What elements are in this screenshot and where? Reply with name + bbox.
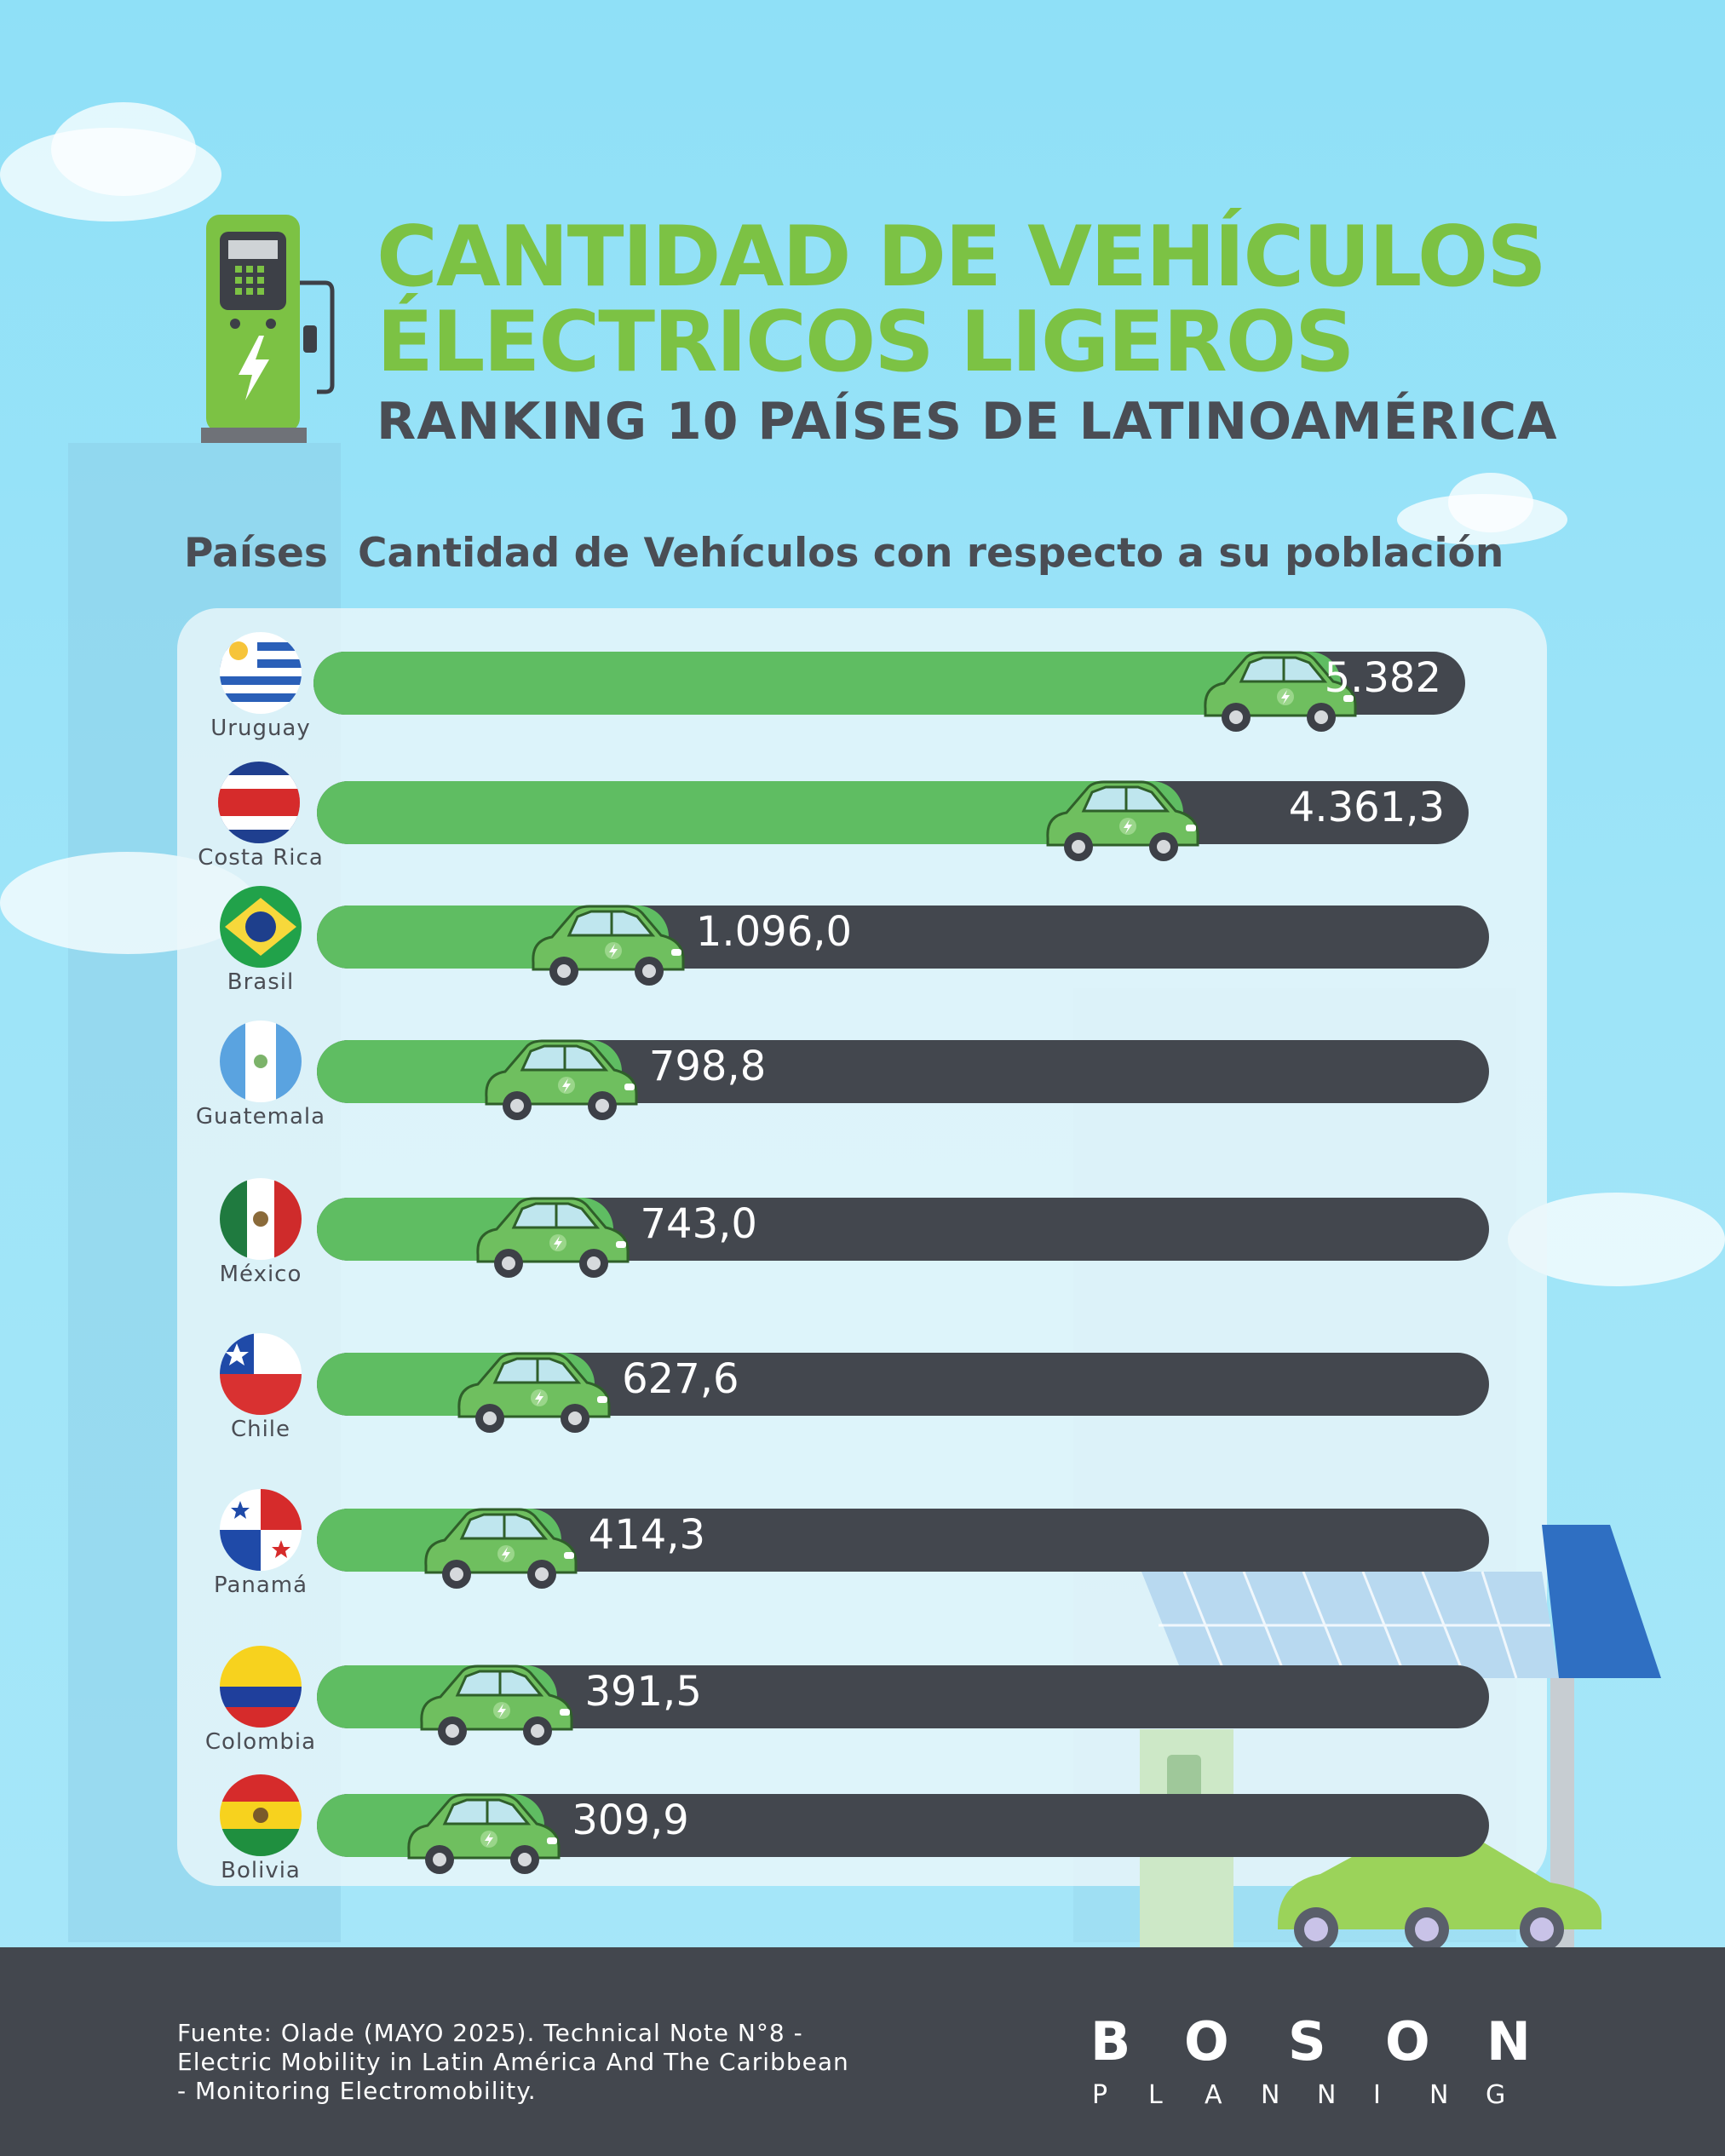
flag-icon	[220, 632, 302, 714]
logo-letter-small: A	[1205, 2080, 1222, 2110]
logo-letter-small: N	[1317, 2080, 1337, 2110]
bar-value-label: 743,0	[640, 1200, 757, 1248]
bar-value-label: 414,3	[588, 1511, 706, 1559]
bar-value-label: 798,8	[648, 1043, 767, 1090]
country-label: Costa Rica	[198, 845, 324, 871]
flag-icon	[220, 1333, 302, 1415]
country-label: Panamá	[213, 1572, 308, 1598]
flag-icon	[220, 1178, 302, 1260]
flag-icon	[218, 762, 300, 843]
bar-value-label: 309,9	[572, 1797, 689, 1844]
bar-value-label: 627,6	[622, 1355, 739, 1403]
logo-letter-small: P	[1092, 2080, 1108, 2110]
car-icon	[473, 1192, 631, 1280]
country-label: Guatemala	[195, 1104, 326, 1130]
car-icon	[454, 1347, 612, 1435]
flag-icon	[220, 1646, 302, 1728]
column-header-quantity: Cantidad de Vehículos con respecto a su …	[358, 530, 1504, 577]
flag-icon	[220, 886, 302, 968]
footer-bar	[0, 1947, 1725, 2156]
logo-letter-small: I	[1373, 2080, 1381, 2110]
logo-letter-small: N	[1429, 2080, 1449, 2110]
car-icon	[481, 1034, 640, 1123]
column-header-countries: Países	[184, 530, 328, 577]
cloud-right-2	[1448, 473, 1533, 532]
charging-station-icon	[198, 215, 342, 445]
page-title-line1: CANTIDAD DE VEHÍCULOS	[377, 209, 1547, 306]
car-icon	[404, 1788, 562, 1877]
flag-icon	[220, 1021, 302, 1102]
logo-letter-small: G	[1486, 2080, 1506, 2110]
bar-value-label: 391,5	[584, 1668, 702, 1716]
country-label: Uruguay	[210, 716, 311, 741]
logo-letter: O	[1184, 2010, 1229, 2073]
country-label: Chile	[230, 1417, 291, 1442]
country-label: Bolivia	[221, 1858, 301, 1883]
logo-letter: S	[1288, 2010, 1326, 2073]
country-label: México	[219, 1262, 302, 1287]
bar-value-label: 5.382	[1324, 654, 1441, 702]
source-note: Fuente: Olade (MAYO 2025). Technical Not…	[177, 2019, 849, 2105]
page-title-line2: ÉLECTRICOS LIGEROS	[377, 294, 1355, 391]
logo-letter: B	[1090, 2010, 1131, 2073]
bar-value-label: 1.096,0	[695, 908, 853, 956]
country-label: Colombia	[204, 1729, 317, 1755]
bar-value-label: 4.361,3	[1288, 784, 1445, 831]
logo-letter-small: N	[1261, 2080, 1280, 2110]
car-icon	[528, 900, 687, 988]
car-icon	[1200, 646, 1359, 734]
page-subtitle: RANKING 10 PAÍSES DE LATINOAMÉRICA	[377, 392, 1558, 451]
car-icon	[1043, 775, 1201, 864]
logo-letter: O	[1385, 2010, 1430, 2073]
flag-icon	[220, 1489, 302, 1571]
car-icon	[417, 1659, 575, 1748]
car-icon	[421, 1503, 579, 1591]
cloud-top-left-2	[51, 102, 196, 196]
logo-letter: N	[1486, 2010, 1531, 2073]
flag-icon	[220, 1774, 302, 1856]
green-car-decoration	[1269, 1831, 1610, 1952]
country-label: Brasil	[227, 969, 295, 995]
bar-fill	[313, 652, 1341, 715]
bar-fill	[317, 781, 1184, 844]
logo-letter-small: L	[1148, 2080, 1163, 2110]
